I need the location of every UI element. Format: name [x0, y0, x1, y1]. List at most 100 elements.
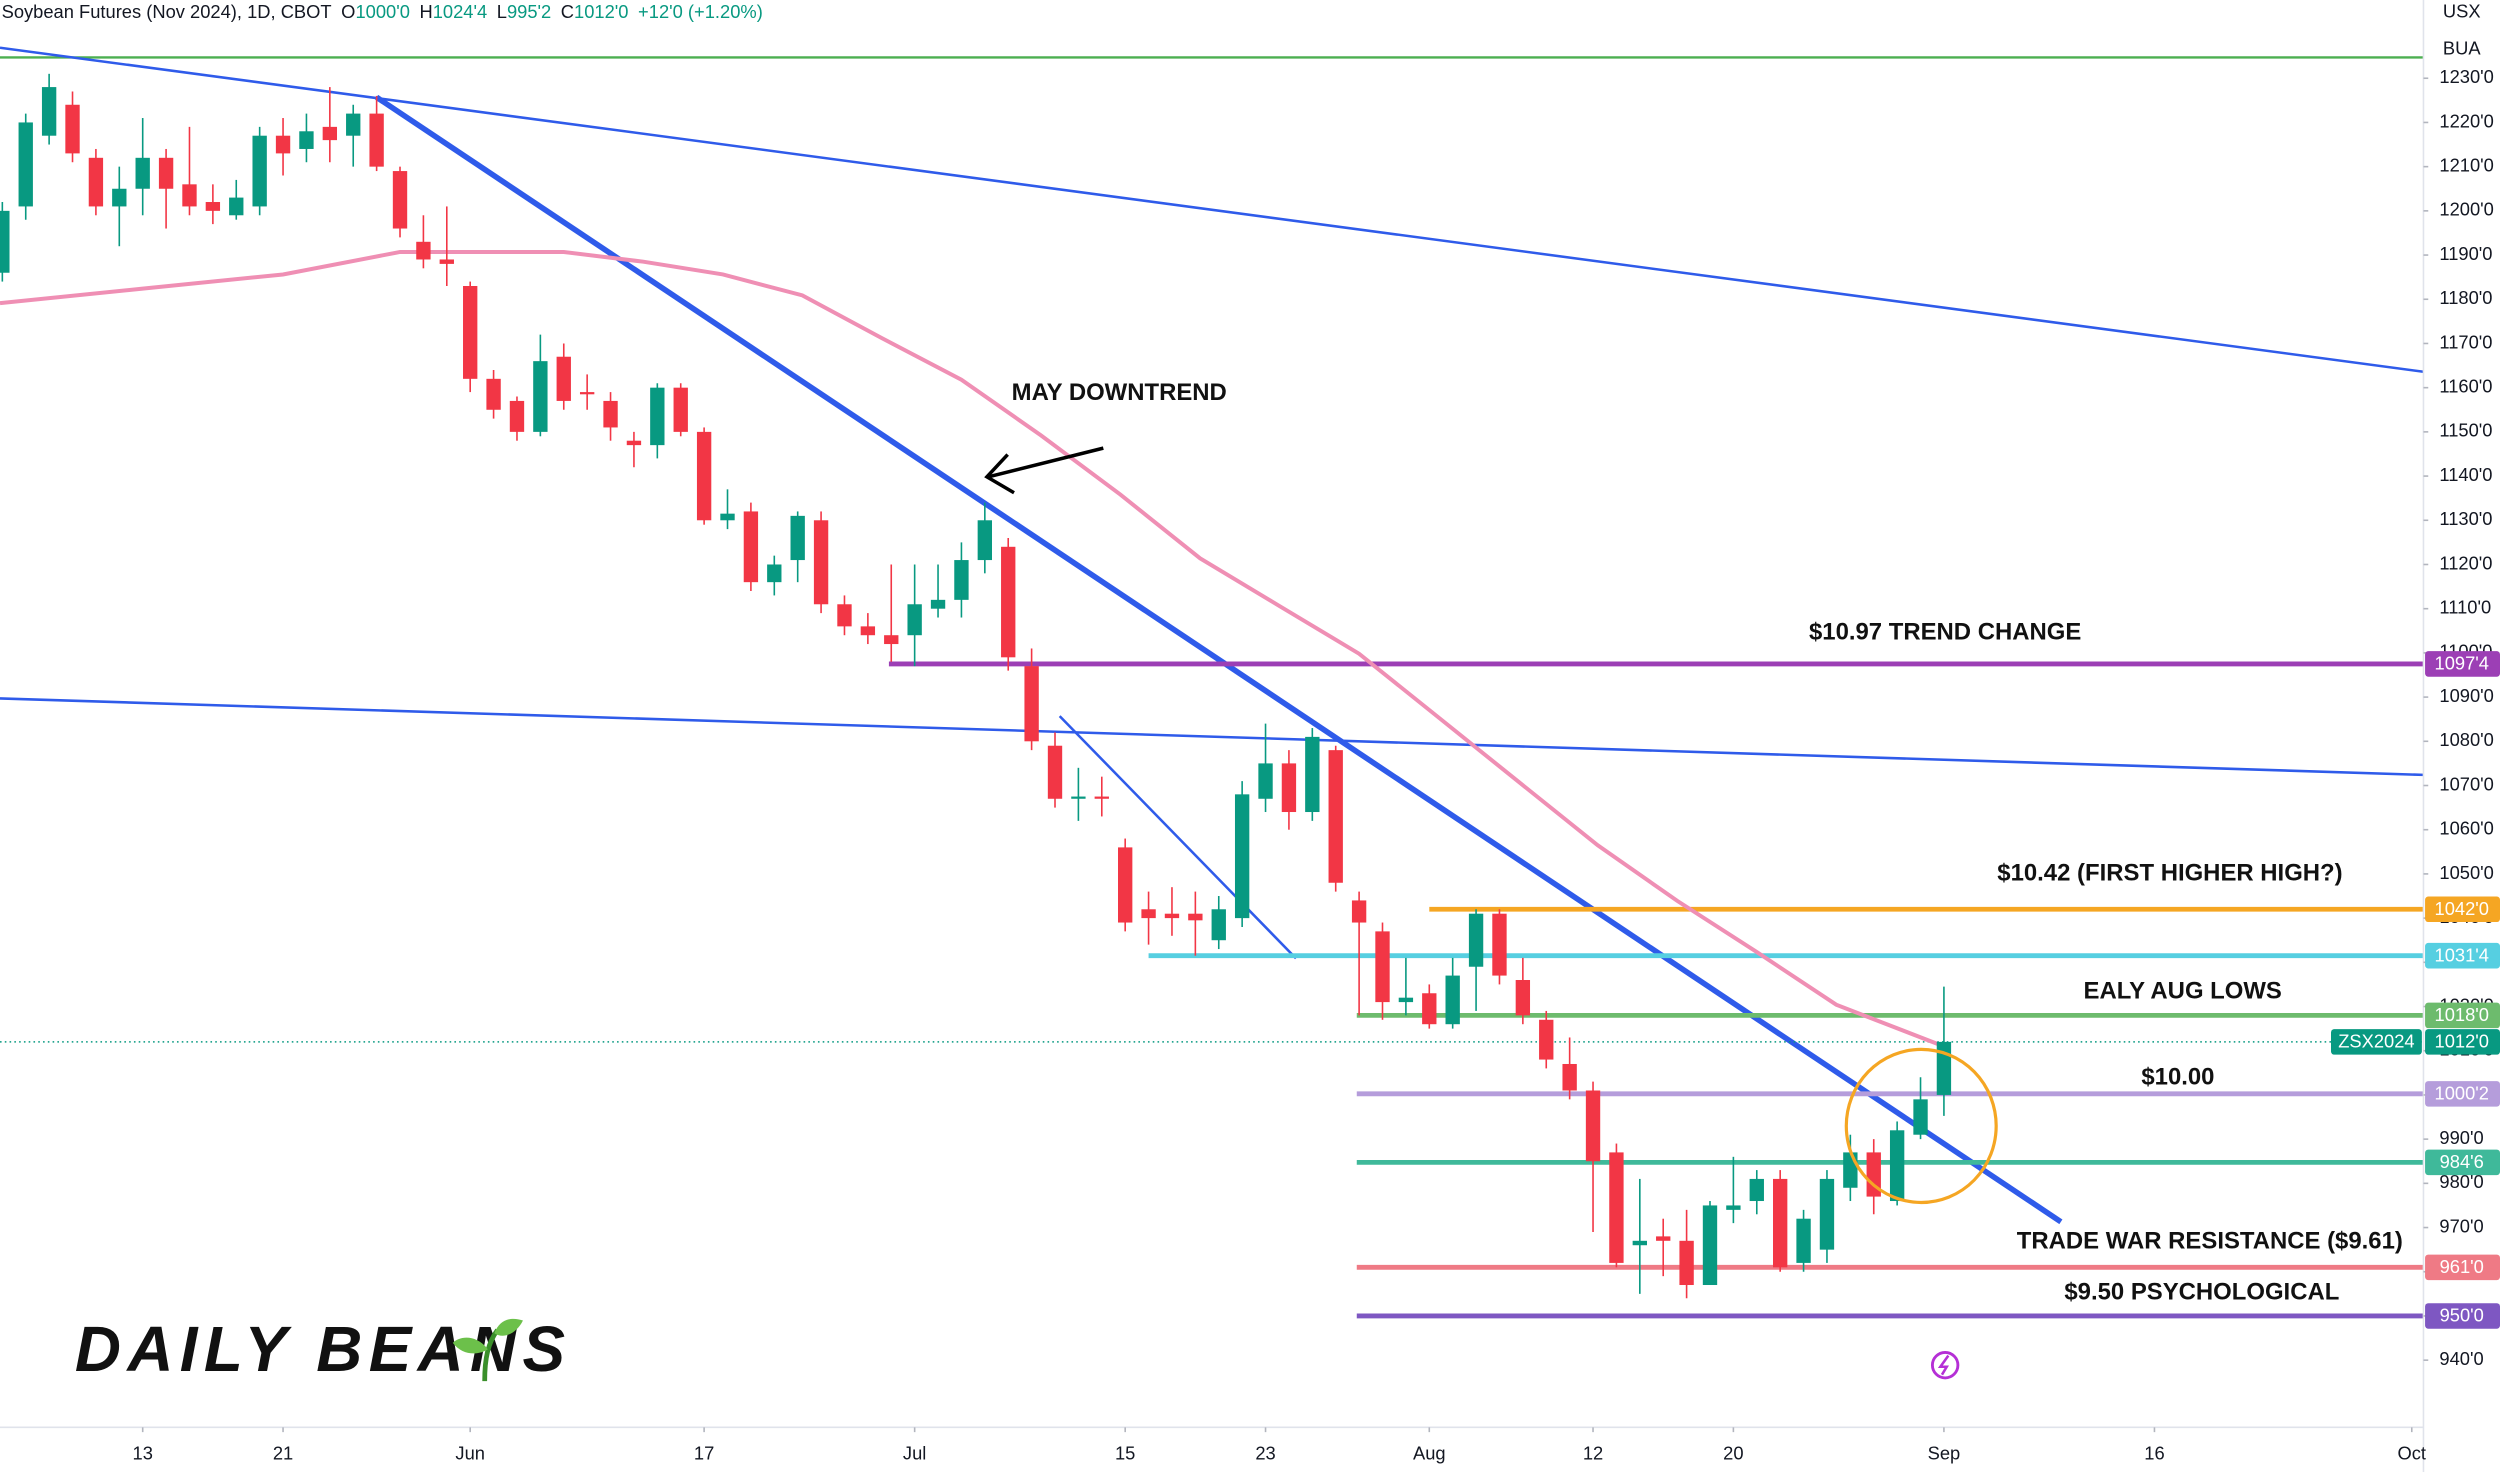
y-tick-label: 1210'0 [2439, 154, 2493, 175]
candle-body [392, 171, 408, 229]
header-title: Soybean Futures (Nov 2024), 1D, CBOT [2, 1, 332, 22]
x-tick-label: 13 [133, 1442, 153, 1463]
candle [158, 148, 174, 229]
candle-body [1889, 1130, 1905, 1202]
candle-body [977, 520, 993, 561]
price-badge-label: 950'0 [2440, 1305, 2484, 1326]
candle-body [1515, 980, 1531, 1016]
candle-body [135, 157, 150, 189]
unit-label: BUA [2443, 37, 2481, 58]
candle-body [1936, 1041, 1952, 1095]
candle-body [1702, 1205, 1718, 1286]
candle [392, 166, 408, 238]
candle [41, 73, 57, 145]
y-tick-label: 1170'0 [2439, 331, 2492, 352]
candle [743, 502, 759, 592]
candle-body [1375, 931, 1390, 1003]
candle [322, 87, 338, 163]
candle-body [907, 604, 922, 636]
candle-body [696, 431, 712, 521]
candle-body [1749, 1178, 1764, 1202]
candle-body [1679, 1240, 1694, 1286]
candle-body [18, 122, 33, 207]
candle [1866, 1139, 1881, 1215]
candle-body [486, 378, 501, 410]
trendline [1058, 715, 1297, 960]
price-badge [2425, 1029, 2500, 1055]
candle [1141, 891, 1156, 945]
price-badge [2425, 1254, 2500, 1281]
candle-body [837, 604, 852, 627]
x-tick-label: Sep [1928, 1442, 1961, 1463]
candle-body [1632, 1240, 1647, 1246]
x-tick-label: 21 [273, 1442, 293, 1463]
candle [1445, 957, 1460, 1029]
candle [182, 126, 197, 216]
candle-body [767, 564, 782, 583]
candle-body [1141, 909, 1156, 919]
candle-body [1422, 993, 1437, 1025]
candle [954, 542, 969, 618]
candle [884, 564, 899, 662]
candle [1328, 745, 1343, 892]
candle-body [1585, 1090, 1601, 1162]
candle-body [1562, 1063, 1577, 1091]
candle-body [1843, 1152, 1858, 1188]
y-tick-label: 980'0 [2439, 1171, 2483, 1192]
candle [1562, 1037, 1577, 1100]
candle-body [1796, 1218, 1811, 1263]
x-tick-label: 12 [1583, 1442, 1603, 1463]
price-badge-label: 1097'4 [2435, 653, 2489, 674]
annotation: $10.42 (FIRST HIGHER HIGH?) [1997, 859, 2342, 886]
candle [767, 555, 782, 596]
candle-body [1001, 546, 1016, 658]
candle-body [1492, 913, 1507, 976]
annotation: $9.50 PSYCHOLOGICAL [2064, 1279, 2339, 1306]
candle [556, 343, 571, 410]
y-tick-label: 1140'0 [2439, 464, 2492, 485]
arrow-shaft [988, 446, 1104, 479]
candle [275, 118, 291, 176]
candle-body [556, 356, 571, 401]
candle-body [299, 131, 314, 149]
y-tick-label: 1130'0 [2439, 508, 2492, 529]
y-tick-label: 1200'0 [2439, 199, 2493, 220]
candle [1398, 957, 1414, 1016]
candle [533, 334, 548, 437]
trendline [0, 46, 2424, 374]
candle-body [1445, 975, 1460, 1025]
candle [603, 392, 618, 441]
candle-body [720, 513, 735, 521]
candle [1539, 1010, 1554, 1069]
candle-body [1047, 745, 1063, 799]
candle [1047, 732, 1063, 808]
candle-body [346, 113, 361, 136]
alert-bolt [1937, 1354, 1950, 1376]
candle [252, 126, 267, 216]
y-tick-label: 1070'0 [2439, 773, 2493, 794]
y-tick-label: 1120'0 [2439, 552, 2492, 573]
x-tick-label: 15 [1115, 1442, 1135, 1463]
y-tick-label: 990'0 [2439, 1127, 2483, 1148]
candle [626, 431, 642, 468]
candle-body [1258, 763, 1273, 799]
candle-body [930, 599, 946, 609]
annotation: $10.00 [2141, 1063, 2214, 1090]
candle-body [1234, 794, 1250, 919]
candle-body [1094, 796, 1109, 799]
arrow-head [984, 453, 1015, 495]
candle-body [1188, 913, 1203, 921]
candle [1679, 1209, 1694, 1299]
candle [416, 215, 431, 269]
candle-body [603, 400, 618, 428]
candle-body [182, 184, 197, 207]
candle [1024, 648, 1039, 751]
candle-body [1656, 1236, 1671, 1241]
candle-body [626, 440, 642, 446]
candle-body [252, 135, 267, 207]
candle-body [275, 135, 291, 154]
candle-body [439, 259, 454, 264]
candle [509, 396, 525, 441]
annotation: TRADE WAR RESISTANCE ($9.61) [2017, 1228, 2403, 1255]
logo-text: DAILY BEANS [75, 1313, 571, 1385]
